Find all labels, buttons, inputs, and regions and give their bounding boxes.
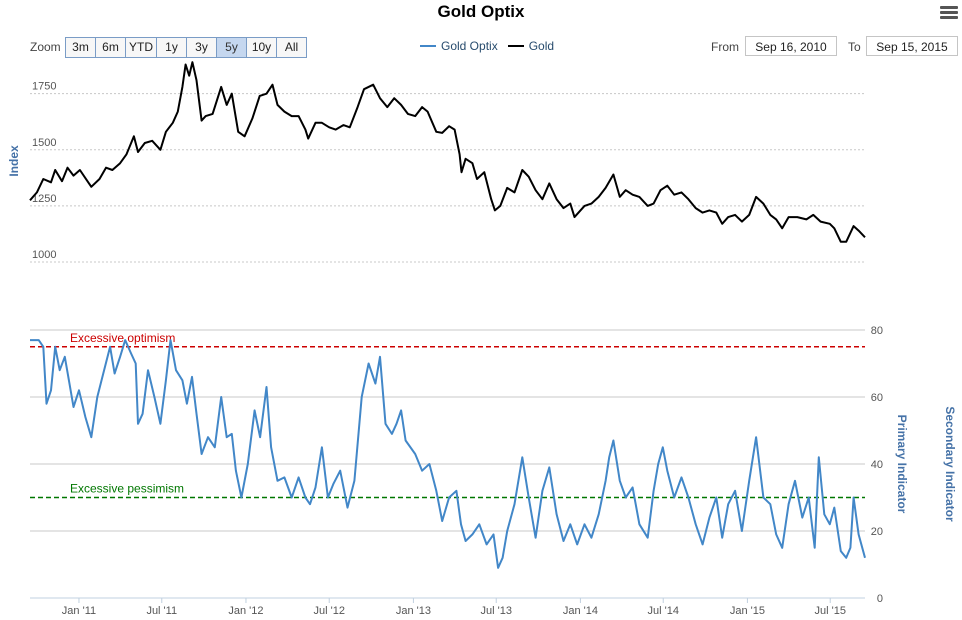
y-tick-label: 1000 (32, 249, 56, 261)
x-tick-label: Jan '14 (563, 605, 598, 617)
chart-title: Gold Optix (437, 2, 525, 21)
y-tick-label: 1250 (32, 193, 56, 205)
series-line-gold[interactable] (29, 61, 866, 243)
zoom-button-6m[interactable]: 6m (96, 38, 126, 57)
x-tick-label: Jan '12 (228, 605, 263, 617)
legend-item-gold-optix[interactable]: Gold Optix (420, 39, 498, 53)
x-tick-label: Jul '11 (146, 605, 177, 617)
x-tick-label: Jul '12 (314, 605, 345, 617)
x-tick-label: Jul '15 (815, 605, 846, 617)
y-axis-title-primary: Primary Indicator (895, 415, 909, 514)
zoom-button-3y[interactable]: 3y (187, 38, 217, 57)
y-axis-title-secondary: Secondary Indicator (943, 406, 957, 522)
y-tick-label: 20 (871, 526, 883, 538)
y-tick-label: 40 (871, 459, 883, 471)
legend-label-gold: Gold (528, 39, 555, 53)
x-tick-label: Jan '15 (730, 605, 765, 617)
y-tick-label: 1750 (32, 81, 56, 93)
x-tick-label: Jan '11 (62, 605, 96, 617)
legend-label-gold-optix: Gold Optix (441, 39, 498, 53)
to-date-input[interactable]: Sep 15, 2015 (866, 36, 958, 56)
zoom-button-10y[interactable]: 10y (247, 38, 277, 57)
y-tick-label: 0 (877, 593, 883, 605)
zoom-button-group: 3m 6m YTD 1y 3y 5y 10y All (65, 37, 307, 58)
from-date-input[interactable]: Sep 16, 2010 (745, 36, 837, 56)
x-tick-label: Jul '13 (481, 605, 512, 617)
zoom-button-1y[interactable]: 1y (157, 38, 187, 57)
legend-swatch-gold (507, 45, 524, 47)
to-label: To (848, 40, 861, 54)
y-tick-label: 80 (871, 325, 883, 337)
x-tick-label: Jul '14 (648, 605, 679, 617)
zoom-button-3m[interactable]: 3m (66, 38, 96, 57)
x-tick-label: Jan '13 (396, 605, 431, 617)
from-label: From (711, 40, 739, 54)
y-tick-label: 1500 (32, 137, 56, 149)
y-tick-label: 60 (871, 392, 883, 404)
legend-item-gold[interactable]: Gold (507, 39, 555, 53)
threshold-label-0: Excessive optimism (70, 331, 175, 345)
y-axis-title-index: Index (7, 145, 21, 177)
zoom-button-ytd[interactable]: YTD (126, 38, 157, 57)
zoom-label: Zoom (30, 40, 61, 54)
zoom-button-all[interactable]: All (277, 38, 306, 57)
threshold-label-1: Excessive pessimism (70, 482, 184, 496)
series-line-gold-optix[interactable] (30, 339, 866, 569)
legend: Gold Optix Gold (420, 38, 564, 54)
context-menu-icon[interactable] (940, 6, 958, 22)
legend-swatch-gold-optix (420, 45, 436, 47)
zoom-button-5y[interactable]: 5y (217, 38, 247, 57)
